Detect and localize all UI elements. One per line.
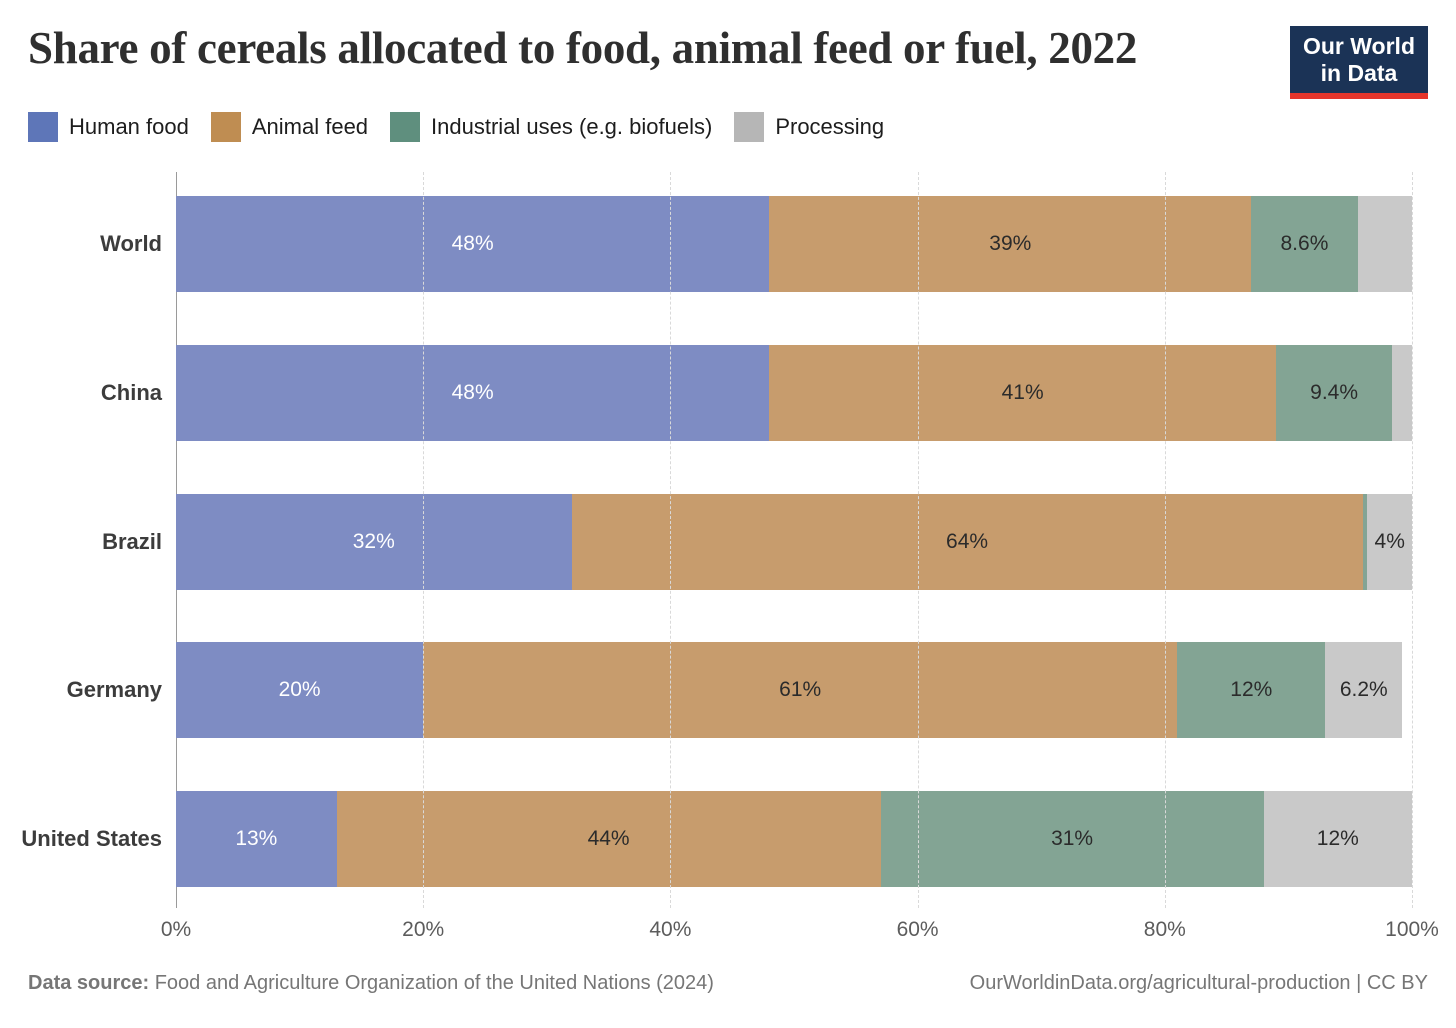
legend-label: Industrial uses (e.g. biofuels) (431, 114, 713, 139)
owid-logo-line1: Our World (1302, 33, 1415, 59)
bar-value-label: 20% (278, 678, 321, 702)
bar-segment[interactable]: 4% (1367, 493, 1412, 590)
bar-segment[interactable] (1357, 196, 1412, 292)
x-tick-label-80: 80% (1143, 918, 1186, 941)
bar-segment[interactable]: 44% (336, 791, 881, 887)
bar-row-world: World 48% 39% 8.6% (100, 196, 1412, 292)
data-source-label: Data source: (28, 972, 150, 994)
bar-value-label: 39% (989, 232, 1032, 255)
owid-logo[interactable]: Our World in Data (1289, 26, 1428, 100)
bar-segment[interactable]: 41% (769, 344, 1277, 441)
bar-value-label: 12% (1316, 827, 1359, 850)
x-tick-label-100: 100% (1385, 918, 1439, 941)
x-tick-label-60: 60% (896, 918, 939, 941)
bar-value-label: 64% (946, 529, 989, 553)
bar-value-label: 44% (587, 827, 630, 850)
owid-link[interactable]: OurWorldinData.org/agricultural-producti… (969, 972, 1428, 994)
x-tick-label-20: 20% (402, 918, 445, 941)
page-title: Share of cereals allocated to food, anim… (28, 23, 1138, 73)
stacked-bar: 20% 61% 12% 6.2% (176, 642, 1412, 739)
bar-segment[interactable] (1392, 344, 1412, 441)
bar-segment[interactable]: 32% (176, 493, 572, 590)
footer: Data source: Food and Agriculture Organi… (28, 972, 1428, 995)
bar-value-label: 41% (1001, 380, 1044, 404)
bar-value-label: 12% (1230, 678, 1273, 702)
bar-value-label: 13% (235, 827, 278, 850)
bar-value-label: 61% (779, 678, 822, 702)
bar-segment[interactable]: 9.4% (1276, 344, 1393, 441)
legend-item-human-food[interactable]: Human food (28, 112, 189, 142)
bar-segment[interactable]: 6.2% (1325, 642, 1403, 739)
stacked-bar: 32% 64% 4% (176, 493, 1412, 590)
x-tick-label-0: 0% (160, 918, 192, 941)
bar-segment[interactable]: 48% (176, 344, 770, 441)
legend-swatch-icon (28, 112, 58, 142)
x-tick-label-40: 40% (649, 918, 692, 941)
data-source-note: Data source: Food and Agriculture Organi… (28, 972, 714, 995)
bar-segment[interactable]: 48% (176, 196, 770, 292)
bar-segment[interactable]: 31% (880, 791, 1264, 887)
bar-value-label: 48% (451, 232, 494, 255)
legend-item-animal-feed[interactable]: Animal feed (210, 112, 369, 142)
category-label: Brazil (102, 528, 162, 554)
legend-label: Human food (69, 114, 189, 139)
legend-item-industrial-uses-e-g-biofuels[interactable]: Industrial uses (e.g. biofuels) (390, 112, 712, 142)
bar-value-label: 32% (352, 529, 395, 553)
data-source-text: Food and Agriculture Organization of the… (154, 972, 714, 994)
category-label: China (100, 379, 162, 405)
legend-swatch-icon (210, 112, 241, 142)
legend-swatch-icon (734, 112, 765, 142)
gridline-100 (1412, 172, 1413, 908)
bar-segment[interactable]: 8.6% (1251, 196, 1358, 292)
stacked-bar: 13% 44% 31% 12% (176, 791, 1412, 887)
bar-value-label: 9.4% (1310, 380, 1359, 404)
bar-value-label: 8.6% (1280, 232, 1329, 255)
legend-label: Animal feed (251, 114, 369, 139)
legend-item-processing[interactable]: Processing (734, 112, 884, 142)
bar-segment[interactable]: 12% (1263, 791, 1412, 887)
legend-swatch-icon (390, 112, 421, 142)
bar-segment[interactable]: 61% (423, 642, 1178, 739)
bar-segment[interactable]: 13% (176, 791, 337, 887)
legend-label: Processing (775, 114, 885, 139)
bar-row-germany: Germany 20% 61% 12% 6.2% (67, 642, 1412, 739)
category-label: Germany (66, 677, 162, 703)
bar-segment[interactable]: 39% (769, 196, 1252, 292)
bar-segment[interactable]: 64% (571, 493, 1363, 590)
bar-value-label: 31% (1051, 827, 1094, 850)
plot-area: World 48% 39% 8.6% China 48% 41% 9.4% Brazil 32% 6… (21, 172, 1413, 908)
owid-logo-line2: in Data (1320, 60, 1398, 87)
stacked-bar: 48% 39% 8.6% (176, 196, 1412, 292)
stacked-bar: 48% 41% 9.4% (176, 344, 1412, 441)
bar-value-label: 4% (1374, 529, 1405, 553)
bar-value-label: 6.2% (1339, 678, 1388, 702)
legend: Human food Animal feed Industrial uses (e.… (28, 112, 906, 142)
category-label: World (100, 231, 162, 256)
bar-segment[interactable]: 12% (1177, 642, 1326, 739)
bar-value-label: 48% (451, 380, 494, 404)
bar-row-brazil: Brazil 32% 64% 4% (102, 493, 1412, 590)
category-label: United States (21, 826, 162, 851)
bar-segment[interactable]: 20% (176, 642, 424, 739)
bar-segment[interactable] (1362, 493, 1368, 590)
bar-row-china: China 48% 41% 9.4% (101, 344, 1412, 441)
bar-row-united-states: United States 13% 44% 31% 12% (21, 791, 1412, 887)
